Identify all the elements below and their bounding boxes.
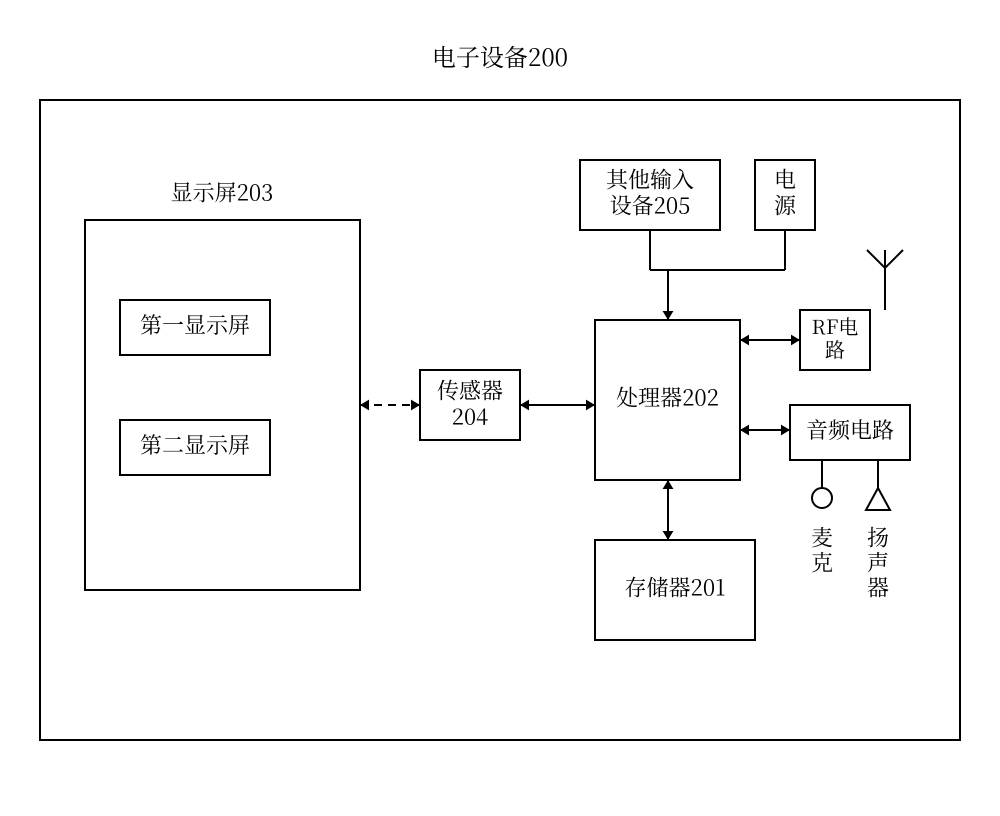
other-input-label-2: 设备205 <box>610 190 691 221</box>
display-2-label: 第二显示屏 <box>140 429 250 460</box>
display-group-box <box>85 220 360 590</box>
memory-label: 存储器201 <box>625 572 726 603</box>
processor-label: 处理器202 <box>616 382 719 413</box>
spk-label-3: 器 <box>867 572 889 603</box>
sensor-label-2: 204 <box>452 401 488 432</box>
power-label-2: 源 <box>774 190 797 221</box>
audio-label: 音频电路 <box>806 414 894 445</box>
mic-label-2: 克 <box>811 547 833 578</box>
display-group-label: 显示屏203 <box>171 177 274 208</box>
rf-label-2: 路 <box>825 334 845 363</box>
display-1-label: 第一显示屏 <box>140 309 250 340</box>
diagram-title: 电子设备200 <box>432 38 568 73</box>
